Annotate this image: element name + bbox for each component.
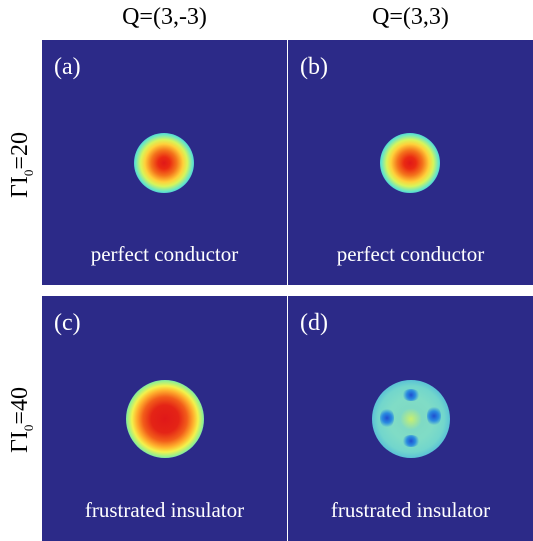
panel-d: (d) frustrated insulator [288,296,533,541]
panel-caption: perfect conductor [336,242,485,266]
panel-letter: (d) [300,310,328,336]
speckle-cluster-top [402,389,420,401]
panel-letter: (c) [54,310,81,336]
speckle-cluster-bottom [402,435,420,447]
intensity-spot [134,133,194,193]
row-label-sub: 0 [20,424,36,432]
panel-c: (c) frustrated insulator [42,296,287,541]
panel-caption: frustrated insulator [84,498,245,522]
row-label-main: ΓI [7,431,33,453]
column-header-q-3-minus3: Q=(3,-3) [122,4,207,30]
panel-a: (a) perfect conductor [42,40,287,285]
speckle-center-glow [400,408,422,430]
panel-caption: frustrated insulator [330,498,491,522]
row-label-sub: 0 [20,169,36,177]
panel-caption: perfect conductor [90,242,239,266]
row-label-tail: =20 [7,132,33,170]
speckle-cluster-right [427,406,441,426]
intensity-spot [126,380,204,458]
panel-b: (b) perfect conductor [288,40,533,285]
panel-letter: (a) [54,54,81,80]
row-label-tail: =40 [7,387,33,425]
row-label-gamma-i0-20: ΓI0=20 [7,125,37,205]
speckle-cluster-left [380,408,394,428]
row-label-gamma-i0-40: ΓI0=40 [7,380,37,460]
row-label-main: ΓI [7,176,33,198]
column-header-q-3-3: Q=(3,3) [372,4,449,30]
panel-letter: (b) [300,54,328,80]
intensity-spot [380,133,440,193]
